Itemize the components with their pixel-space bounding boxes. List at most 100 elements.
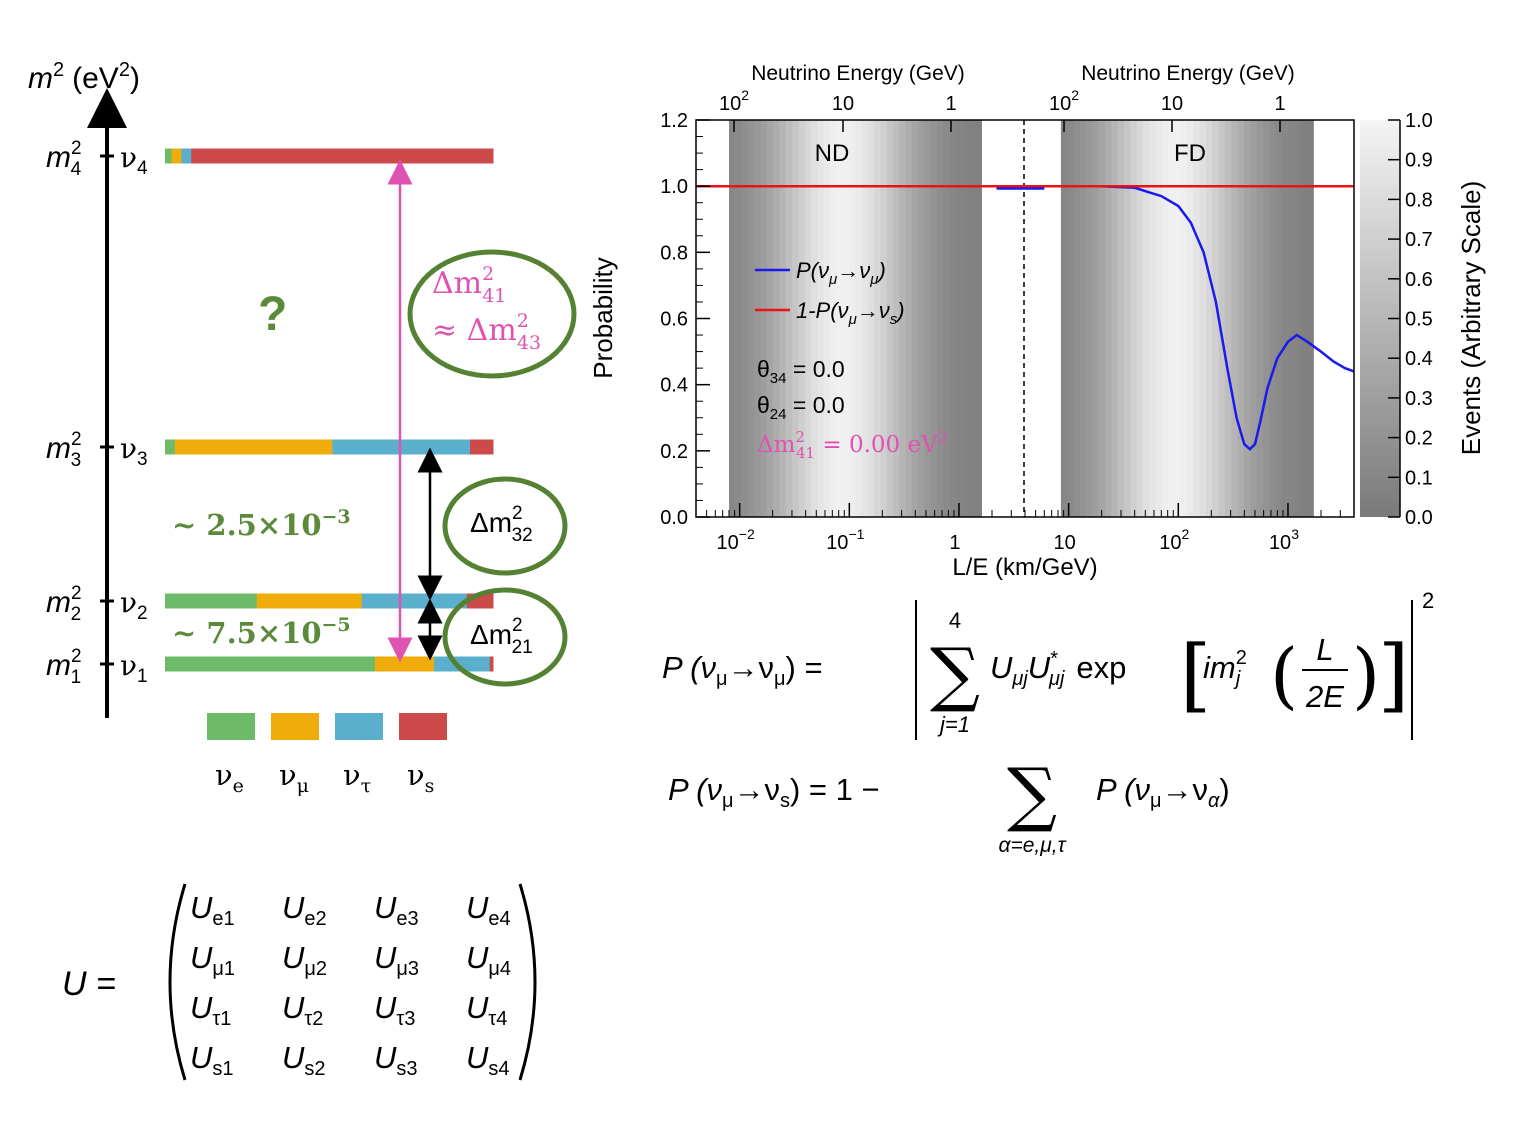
nd-band-strip — [911, 120, 919, 517]
level-1-segment-nu-e — [165, 656, 376, 672]
p-mus-lhs: P (νμ→νs) = 1 − — [668, 772, 880, 812]
dm43-label: ≈ Δm2 43 — [432, 310, 541, 354]
sum-symbol: ∑ — [930, 633, 980, 715]
x-tick-label: 10 — [1054, 532, 1076, 554]
z-tick-label: 0.5 — [1405, 309, 1433, 331]
fd-band-strip — [1117, 120, 1125, 517]
legend-label-survival: P(νμ→νμ) — [796, 258, 886, 288]
y-tick-label: 0.4 — [660, 375, 688, 397]
fd-band-strip — [1130, 120, 1138, 517]
gap-21-value: ~ 7.5×10−5 — [172, 614, 351, 650]
top-tick-label-nd: 10 — [832, 93, 854, 115]
level-4-segment-nu-mu — [171, 148, 182, 164]
z-tick-label: 0.1 — [1405, 467, 1433, 489]
nd-band-strip — [949, 120, 957, 517]
y-tick-label: 0.8 — [660, 242, 688, 264]
matrix-cell: Ue1 — [190, 890, 235, 930]
bracket-open: [ — [1180, 628, 1211, 721]
nd-event-band — [729, 120, 982, 517]
legend-swatch-nu-tau — [335, 713, 383, 740]
sterile-probability-equation: P (νμ→νs) = 1 − ∑ α=e,μ,τ P (νμ→να) — [668, 753, 1230, 857]
top-axis-label-fd: Neutrino Energy (GeV) — [1081, 62, 1295, 85]
level-4-segment-nu-s — [191, 148, 494, 164]
fd-band-strip — [1111, 120, 1119, 517]
survival-probability-equation: P (νμ→νμ) = 2 4 ∑ j=1 UμjU* μj exp [ im2 j … — [662, 588, 1434, 740]
dm32-circle — [442, 476, 568, 576]
z-tick-label: 1.0 — [1405, 110, 1433, 132]
probability-curves — [696, 184, 1354, 451]
p-mus-rhs: P (νμ→να) — [1096, 772, 1230, 812]
matrix-cell: Uμ4 — [466, 940, 511, 980]
mass-axis-label: m2 (eV2) — [28, 59, 140, 95]
mass-level-3: m2 3 ν3 — [46, 429, 494, 471]
matrix-cell: Uτ4 — [466, 990, 507, 1030]
fd-band-strip — [1237, 120, 1245, 517]
level-2-mass-label: m2 2 — [46, 583, 82, 625]
legend-swatch-nu-s — [399, 713, 447, 740]
mass-level-bars: m2 4 ν4 m2 3 ν3 m2 2 ν2 m2 1 ν1 — [46, 138, 494, 688]
chart-axes: 0.0 0.2 0.4 0.6 0.8 1.0 1.2 10−2 10−1 1 10 102 103 10… — [660, 87, 1355, 554]
dm41-param: Δm2 41 = 0.00 eV2 — [757, 428, 947, 462]
level-2-segment-nu-e — [165, 593, 258, 609]
matrix-cell: Uτ1 — [190, 990, 231, 1030]
legend-label-nu-s: νs — [407, 758, 434, 797]
paren-open: ( — [1270, 633, 1298, 717]
nd-band-strip — [924, 120, 932, 517]
nd-band-strip — [836, 120, 844, 517]
fd-band-strip — [1212, 120, 1220, 517]
fd-band-strip — [1067, 120, 1075, 517]
fd-band-strip — [1250, 120, 1258, 517]
fd-band-strip — [1142, 120, 1150, 517]
fd-band-strip — [1073, 120, 1081, 517]
legend-label-nu-tau: ντ — [343, 758, 371, 797]
nd-band-strip — [729, 120, 736, 517]
nd-band-strip — [861, 120, 869, 517]
x-axis-label: L/E (km/GeV) — [952, 554, 1097, 581]
unknown-ordering-mark: ? — [258, 288, 287, 341]
fd-band-strip — [1098, 120, 1106, 517]
nd-band-strip — [735, 120, 743, 517]
fd-band-strip — [1161, 120, 1169, 517]
top-tick-label-fd: 102 — [1049, 87, 1079, 115]
fd-band-strip — [1092, 120, 1100, 517]
x-tick-label: 10−1 — [826, 526, 864, 554]
fd-band-strip — [1193, 120, 1201, 517]
z-tick-label: 0.4 — [1405, 348, 1433, 370]
legend-swatch-nu-e — [207, 713, 255, 740]
fd-band-strip — [1168, 120, 1176, 517]
matrix-cell: Uμ1 — [190, 940, 235, 980]
level-3-segment-nu-mu — [174, 439, 333, 455]
z-tick-label: 0.9 — [1405, 150, 1433, 172]
fd-band-strip — [1105, 120, 1112, 517]
y-axis-label: Probability — [588, 257, 618, 378]
matrix-lhs: U = — [62, 965, 116, 1003]
top-tick-label-nd: 102 — [719, 87, 749, 115]
theta34-param: θ34 = 0.0 — [757, 356, 845, 387]
matrix-cells: Ue1 Ue2 Ue3 Ue4 Uμ1 Uμ2 Uμ3 Uμ4 Uτ1 Uτ2 Uτ3 Uτ4 Us1 U… — [190, 890, 511, 1080]
nd-band-strip — [893, 120, 900, 517]
level-2-segment-nu-mu — [256, 593, 363, 609]
mass-level-2: m2 2 ν2 — [46, 583, 494, 625]
nd-band-strip — [773, 120, 781, 517]
level-4-state-label: ν4 — [120, 141, 148, 179]
fd-band-strip — [1060, 120, 1068, 517]
nd-band-strip — [785, 120, 793, 517]
fd-band-strip — [1231, 120, 1239, 517]
fd-band-strip — [1079, 120, 1087, 517]
fd-band-strip — [1243, 120, 1251, 517]
im-term: im2 j — [1203, 647, 1247, 690]
y-tick-label: 0.2 — [660, 441, 688, 463]
probability-chart: 0.00.20.40.60.81.01.210−2 10−1 1 10 102 10310… — [588, 55, 1490, 581]
level-2-segment-nu-tau — [361, 593, 468, 609]
nd-band-strip — [829, 120, 837, 517]
fd-band-strip — [1224, 120, 1232, 517]
fd-band-strip — [1256, 120, 1264, 517]
level-1-segment-nu-tau — [433, 656, 491, 672]
nd-band-strip — [918, 120, 926, 517]
legend-label-nu-mu: νμ — [279, 758, 309, 797]
y-tick-label: 1.0 — [660, 176, 688, 198]
nd-band-strip — [975, 120, 982, 517]
abs-power: 2 — [1422, 588, 1434, 613]
level-2-state-label: ν2 — [120, 586, 148, 624]
frac-num: L — [1316, 632, 1333, 667]
